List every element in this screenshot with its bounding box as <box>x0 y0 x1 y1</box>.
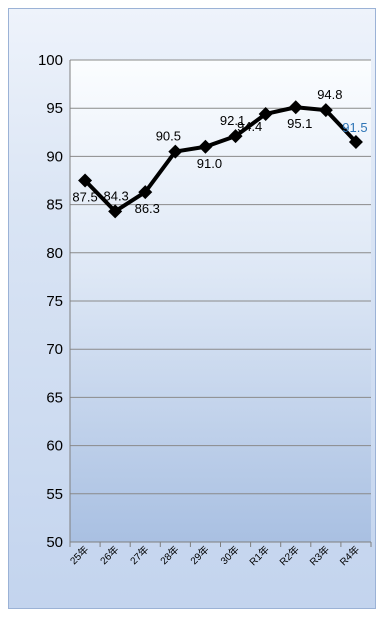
data-point-marker <box>108 204 123 219</box>
y-tick-label: 80 <box>46 245 63 262</box>
x-tick-label: 30年 <box>218 543 242 567</box>
data-label: 84.3 <box>103 188 128 203</box>
data-point-marker <box>228 129 243 144</box>
series-line-path <box>83 105 358 214</box>
gridlines <box>70 59 371 495</box>
data-point-marker <box>288 100 303 115</box>
x-tick-label: 26年 <box>97 543 121 567</box>
x-tick-label: 25年 <box>67 543 91 567</box>
data-label: 86.3 <box>135 201 160 216</box>
data-label: 87.5 <box>72 190 97 205</box>
data-label: 90.5 <box>156 129 181 144</box>
y-tick-label: 90 <box>46 148 63 165</box>
y-tick-label: 65 <box>46 389 63 406</box>
data-point-marker <box>138 185 153 200</box>
x-tick-label: 28年 <box>157 543 181 567</box>
y-tick-label: 60 <box>46 438 63 455</box>
data-point-marker <box>78 173 93 188</box>
y-tick-label: 55 <box>46 486 63 503</box>
data-label: 95.1 <box>287 116 312 131</box>
x-tick-label: 27年 <box>127 543 151 567</box>
y-tick-label: 95 <box>46 100 63 117</box>
y-tick-label: 50 <box>46 534 63 551</box>
x-tick-label: 29年 <box>187 543 211 567</box>
data-labels: 87.5 84.3 86.3 90.5 91.0 92.194.4 95.1 94.8 91.5 <box>72 87 367 216</box>
y-tick-label: 70 <box>46 341 63 358</box>
data-label: 92.1 <box>220 113 245 128</box>
data-label: 94.4 <box>237 119 262 134</box>
data-label: 91.0 <box>197 156 222 171</box>
series-line <box>83 105 358 214</box>
data-point-marker <box>348 134 363 149</box>
y-tick-labels: 50 55 60 65 70 75 80 85 90 95 100 <box>38 52 63 551</box>
x-tick-labels: 25年 26年 27年 28年 29年 30年 R1年 R2年 R3年 R4年 <box>67 543 362 568</box>
y-tick-label: 75 <box>46 293 63 310</box>
data-label: 91.5 <box>342 120 367 135</box>
data-point-marker <box>318 103 333 118</box>
y-tick-label: 85 <box>46 197 63 214</box>
data-label: 94.8 <box>317 87 342 102</box>
data-markers <box>78 100 363 219</box>
y-tick-label: 100 <box>38 52 63 69</box>
data-point-marker <box>198 139 213 154</box>
data-point-marker <box>168 144 183 159</box>
axes <box>69 60 372 547</box>
data-point-marker <box>258 106 273 121</box>
